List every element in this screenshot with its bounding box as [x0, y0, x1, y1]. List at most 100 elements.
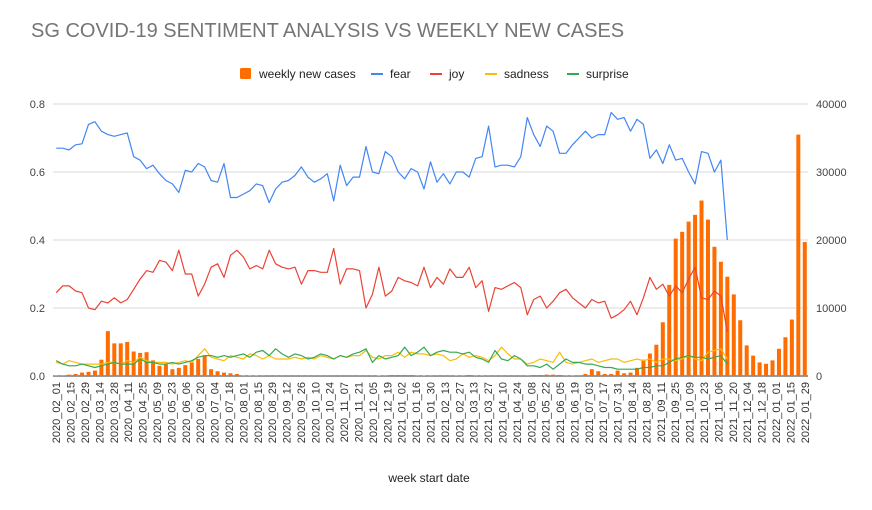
x-tick-label: 2022_01_29	[800, 382, 812, 443]
x-tick-label: 2021_04_24	[512, 382, 524, 443]
bar	[241, 375, 246, 376]
x-tick-label: 2021_01_16	[411, 382, 423, 443]
y-left-tick-label: 0.2	[30, 303, 45, 315]
bar	[144, 352, 149, 376]
x-tick-label: 2020_09_12	[282, 382, 294, 443]
bar	[699, 200, 704, 376]
bar	[112, 343, 117, 376]
bar	[67, 374, 72, 376]
x-tick-label: 2021_07_17	[598, 382, 610, 443]
bar	[228, 373, 233, 376]
x-tick-label: 2020_08_29	[267, 382, 279, 443]
x-tick-label: 2020_11_07	[339, 382, 351, 442]
bar	[460, 375, 465, 376]
y-left-tick-label: 0.0	[30, 371, 45, 383]
bar	[544, 374, 549, 376]
x-axis: 2020_02_01 2020_02_15 2020_02_29 2020_03_14…	[51, 382, 812, 443]
bar	[99, 359, 104, 376]
legend-label: joy	[448, 67, 464, 81]
bar	[551, 374, 556, 376]
bar	[783, 337, 788, 376]
bar	[396, 374, 401, 376]
bar	[628, 372, 633, 376]
bar	[622, 373, 627, 376]
legend-label: surprise	[586, 67, 629, 81]
x-tick-label: 2021_03_13	[469, 382, 481, 443]
bar	[557, 374, 562, 376]
bar	[686, 221, 691, 376]
legend-label: fear	[390, 67, 411, 81]
bar	[409, 374, 414, 376]
bar	[680, 231, 685, 376]
y-left-tick-label: 0.6	[30, 167, 45, 179]
bar	[467, 374, 472, 376]
bar	[738, 320, 743, 376]
bar	[589, 369, 594, 376]
x-tick-label: 2021_12_04	[742, 382, 754, 443]
x-tick-label: 2020_12_05	[368, 382, 380, 443]
bar	[731, 294, 736, 376]
x-tick-label: 2021_06_05	[555, 382, 567, 443]
bar	[86, 371, 91, 376]
bar	[202, 355, 207, 376]
line-surprise	[55, 346, 728, 370]
legend: weekly new cases fear joy sadness surprise	[240, 67, 629, 81]
bar	[757, 362, 762, 376]
bar	[705, 219, 710, 376]
bar	[693, 214, 698, 376]
x-tick-label: 2021_05_22	[541, 382, 553, 443]
bar	[789, 319, 794, 376]
bar	[480, 375, 485, 376]
x-tick-label: 2022_01_01	[771, 382, 783, 443]
x-tick-label: 2021_07_03	[584, 382, 596, 443]
x-tick-label: 2020_06_20	[195, 382, 207, 443]
x-tick-label: 2020_04_11	[123, 382, 135, 442]
bar	[151, 360, 156, 376]
bar	[196, 359, 201, 376]
bar	[163, 364, 168, 376]
bar	[383, 375, 388, 376]
bar	[751, 355, 756, 376]
x-tick-label: 2020_02_15	[66, 382, 78, 443]
x-tick-label: 2021_10_23	[699, 382, 711, 443]
bar	[583, 373, 588, 376]
chart-title: SG COVID-19 SENTIMENT ANALYSIS VS WEEKLY…	[31, 20, 625, 42]
bar	[725, 276, 730, 376]
bar	[673, 238, 678, 376]
x-tick-label: 2020_07_04	[210, 382, 222, 443]
bar	[176, 367, 181, 376]
bar	[744, 345, 749, 376]
x-tick-label: 2021_11_20	[728, 382, 740, 442]
bar-series	[54, 134, 807, 376]
bar	[54, 375, 59, 376]
bar	[615, 370, 620, 376]
bar	[770, 360, 775, 376]
bar	[667, 284, 672, 376]
x-tick-label: 2021_05_08	[526, 382, 538, 443]
x-tick-label: 2021_08_28	[641, 382, 653, 443]
bar	[596, 371, 601, 376]
x-tick-label: 2020_03_28	[109, 382, 121, 443]
x-tick-label: 2020_09_26	[296, 382, 308, 443]
x-tick-label: 2021_06_19	[570, 382, 582, 443]
bar	[138, 352, 143, 376]
y-left-tick-label: 0.8	[30, 99, 45, 111]
x-tick-label: 2020_10_10	[310, 382, 322, 443]
bar	[215, 371, 220, 376]
bar	[157, 365, 162, 376]
bar	[538, 374, 543, 376]
bar	[776, 348, 781, 376]
bar	[402, 374, 407, 376]
y-axis-left: 0.0 0.2 0.4 0.6 0.8	[30, 99, 45, 383]
x-axis-label: week start date	[387, 471, 470, 485]
bar	[634, 367, 639, 376]
bar	[415, 375, 420, 376]
bar	[125, 342, 130, 376]
bar	[60, 375, 65, 376]
x-tick-label: 2020_02_01	[51, 382, 63, 443]
x-tick-label: 2021_09_25	[670, 382, 682, 443]
bar	[189, 362, 194, 376]
line-joy	[55, 247, 728, 332]
bar	[222, 372, 227, 376]
